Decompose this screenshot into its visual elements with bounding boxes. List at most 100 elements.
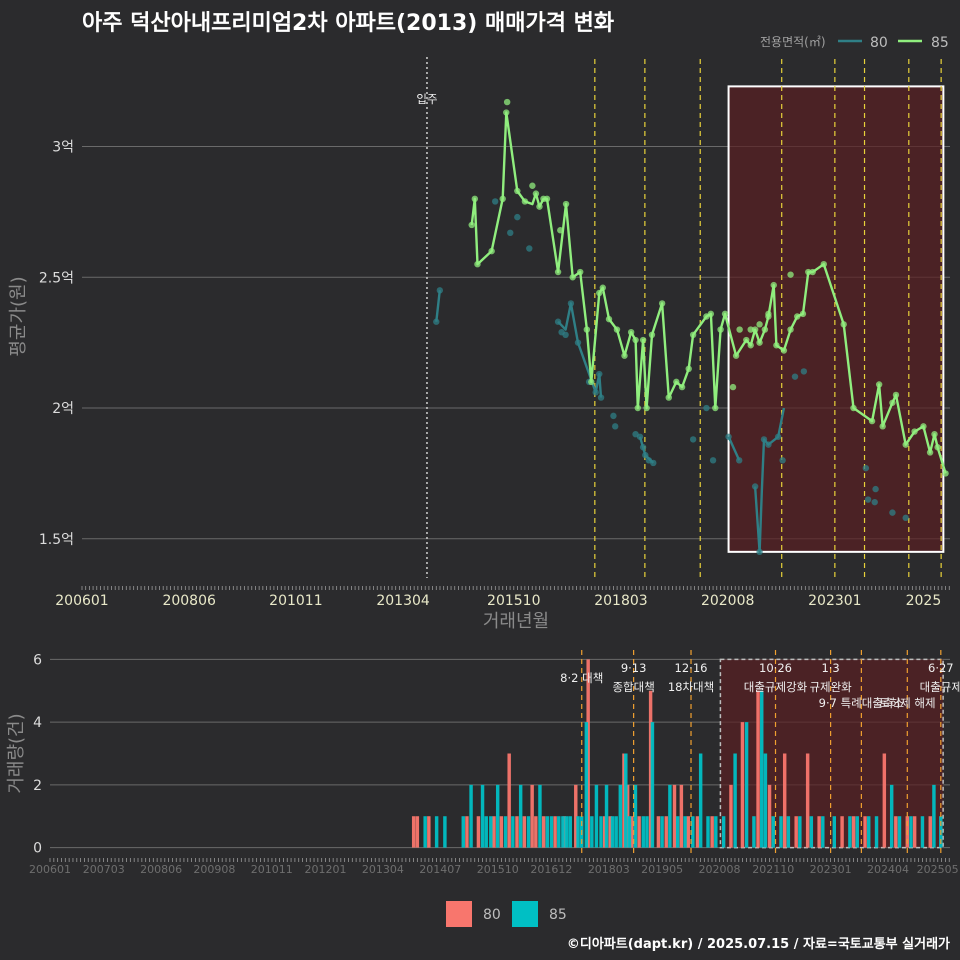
volume-x-tick-label: 202505 xyxy=(917,863,959,876)
volume-bar-85 xyxy=(614,816,618,848)
legend-key-85-bar xyxy=(512,901,538,927)
volume-bar-85 xyxy=(909,816,913,848)
volume-bar-85 xyxy=(683,816,687,848)
data-point-85 xyxy=(787,271,794,278)
volume-bar-80 xyxy=(415,816,420,848)
data-point-80 xyxy=(703,404,710,412)
data-point-85 xyxy=(799,310,807,318)
data-point-85 xyxy=(765,310,772,318)
volume-bar-85 xyxy=(855,816,859,848)
volume-x-tick-label: 202008 xyxy=(698,863,740,876)
data-point-80 xyxy=(800,368,808,375)
volume-bar-80 xyxy=(602,816,607,848)
y-tick-label: 1.5억 xyxy=(39,532,74,548)
legend-key-80-bar xyxy=(446,901,472,927)
data-point-85 xyxy=(780,347,788,354)
data-point-80 xyxy=(610,412,617,420)
volume-bar-80 xyxy=(648,690,653,848)
data-point-85 xyxy=(514,187,521,195)
source-caption: ©디아파트(dapt.kr) / 2025.07.15 / 자료=국토교통부 실… xyxy=(567,936,950,952)
volume-bar-85 xyxy=(786,816,791,848)
data-point-85 xyxy=(658,300,666,307)
volume-bar-85 xyxy=(538,784,542,848)
volume-bar-85 xyxy=(604,784,609,848)
volume-bar-80 xyxy=(656,816,661,848)
data-point-80 xyxy=(756,548,763,556)
data-point-85 xyxy=(820,261,827,268)
data-point-80 xyxy=(554,318,562,325)
volume-bar-85 xyxy=(744,722,749,848)
data-point-85 xyxy=(569,274,576,281)
volume-x-tick-label: 201011 xyxy=(251,863,293,876)
volume-bar-80 xyxy=(912,816,917,848)
volume-bar-80 xyxy=(767,784,772,848)
volume-bar-85 xyxy=(897,816,902,848)
data-point-85 xyxy=(926,449,934,456)
data-point-80 xyxy=(612,423,619,430)
data-point-85 xyxy=(471,195,479,203)
data-point-85 xyxy=(685,365,692,372)
data-point-85 xyxy=(712,404,719,412)
volume-bar-85 xyxy=(561,816,565,848)
policy-event-date: 9·13 xyxy=(621,661,647,675)
volume-bar-85 xyxy=(763,753,768,848)
data-point-85 xyxy=(673,378,680,386)
data-point-85 xyxy=(717,326,724,333)
volume-bar-85 xyxy=(779,816,783,848)
volume-bar-85 xyxy=(495,784,500,848)
x-tick-label: 201304 xyxy=(376,593,430,609)
data-point-85 xyxy=(503,98,511,106)
data-point-85 xyxy=(648,331,656,339)
data-point-85 xyxy=(557,227,564,234)
volume-axes: 0 2 4 6 200601 200703 200806 200908 201011 201201… xyxy=(6,652,959,876)
x-tick-label: 202301 xyxy=(808,593,861,609)
volume-x-tick-label: 201304 xyxy=(362,863,404,876)
volume-bar-85 xyxy=(771,816,775,848)
data-point-85 xyxy=(942,470,949,477)
volume-bar-85 xyxy=(668,784,672,848)
volume-bar-85 xyxy=(889,784,894,848)
data-point-85 xyxy=(678,383,686,391)
volume-bar-85 xyxy=(760,690,764,848)
volume-bar-85 xyxy=(443,816,447,848)
data-point-85 xyxy=(605,315,613,323)
data-point-85 xyxy=(632,336,639,344)
data-point-80 xyxy=(562,331,569,339)
y-tick-label: 2.5억 xyxy=(39,270,74,286)
volume-bar-85 xyxy=(809,816,814,848)
volume-bar-85 xyxy=(489,816,493,848)
data-point-85 xyxy=(751,326,759,333)
data-point-85 xyxy=(468,221,475,229)
data-point-80 xyxy=(760,436,768,443)
data-point-85 xyxy=(850,404,857,412)
data-point-85 xyxy=(596,289,603,297)
y-axis-label: 평균가(원) xyxy=(8,276,29,356)
data-point-80 xyxy=(725,433,732,440)
volume-bar-80 xyxy=(851,816,856,848)
volume-bar-85 xyxy=(584,722,589,848)
volume-x-tick-label: 202404 xyxy=(867,863,909,876)
volume-bar-80 xyxy=(541,816,546,848)
bar-legend-label-80: 80 xyxy=(483,907,501,923)
data-point-80 xyxy=(751,483,759,490)
volume-bar-85 xyxy=(434,816,439,848)
volume-bar-80 xyxy=(625,784,630,848)
data-point-85 xyxy=(503,109,510,116)
volume-bar-85 xyxy=(518,784,523,848)
volume-bar-85 xyxy=(624,753,628,848)
data-point-80 xyxy=(774,433,782,440)
volume-policy-event-lines: 8·2 대책 9·13 종합대책 12·16 18차대책 10·26 대출규제강화 1·3 규제… xyxy=(560,650,960,857)
volume-bar-80 xyxy=(522,816,527,848)
x-tick-label: 2025 xyxy=(906,593,942,609)
data-point-85 xyxy=(892,391,900,399)
volume-x-tick-label: 201803 xyxy=(588,863,630,876)
volume-bar-80 xyxy=(794,816,798,848)
x-tick-label: 201803 xyxy=(594,593,647,609)
volume-bar-80 xyxy=(427,816,431,848)
data-point-85 xyxy=(787,326,794,333)
data-point-85 xyxy=(613,326,621,333)
data-point-80 xyxy=(871,498,878,506)
volume-bar-85 xyxy=(423,816,427,848)
volume-bar-85 xyxy=(549,816,554,848)
data-point-85 xyxy=(521,198,529,205)
